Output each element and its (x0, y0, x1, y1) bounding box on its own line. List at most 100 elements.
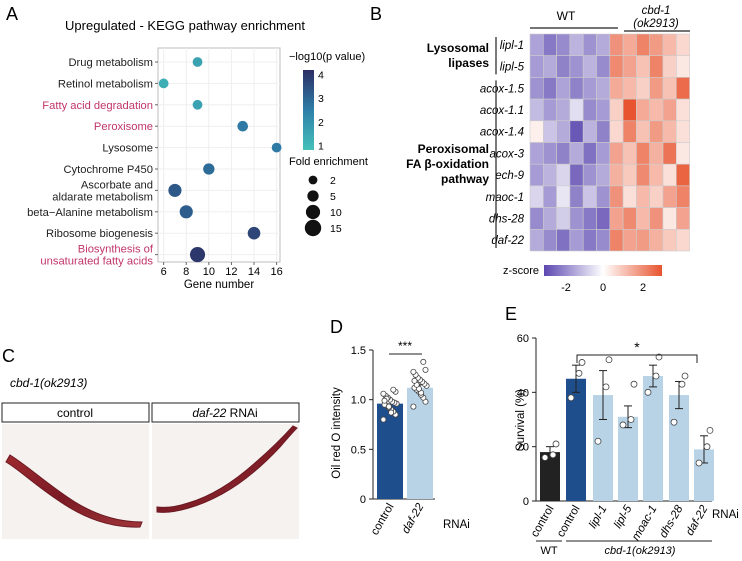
panel-a-category-label: Biosynthesis of (78, 244, 154, 256)
panel-e-point (602, 383, 610, 391)
image-label-rnai-gene: daf-22 (192, 406, 226, 420)
heatmap-cell (569, 207, 584, 230)
panel-b-heatmap: WT cbd-1 (ok2913) lipl-1 lipl-5 acox-1.5 ac… (406, 5, 690, 294)
heatmap-group-mutant-line2: (ok2913) (633, 18, 679, 30)
panel-e-xlabel: control (529, 504, 557, 540)
heatmap-row-group-label: pathway (441, 172, 489, 186)
panel-e-significance: * (634, 339, 640, 355)
zscore-tick-2: 2 (640, 282, 646, 294)
worm-image-rnai (152, 424, 299, 539)
heatmap-cell (529, 142, 544, 165)
heatmap-cell (542, 98, 557, 122)
heatmap-cell (675, 163, 690, 187)
heatmap-cell (636, 55, 651, 78)
heatmap-cell (675, 98, 690, 122)
panel-e-point (706, 426, 714, 434)
image-label-box-rnai (151, 402, 300, 423)
panel-e-point (655, 353, 663, 361)
panel-e-group-wt: WT (540, 545, 557, 557)
panel-e-xlabel: daf-22 (684, 503, 711, 538)
panel-e-xlabel: dhs-28 (658, 503, 686, 540)
heatmap-cell (675, 55, 690, 78)
worm-rnai-body (156, 425, 298, 513)
heatmap-cell (569, 55, 584, 78)
color-legend-tick: 1 (318, 140, 324, 152)
heatmap-cell (542, 33, 557, 57)
heatmap-cell (622, 229, 637, 252)
heatmap-cell (582, 185, 597, 208)
heatmap-cell (529, 98, 544, 122)
panel-e-xlabel: lipl-5 (612, 503, 635, 531)
heatmap-cell (596, 229, 611, 252)
heatmap-cell (649, 207, 664, 230)
heatmap-cell (649, 185, 664, 208)
panel-e-xlabel: lipl-1 (587, 504, 610, 531)
panel-e-point (695, 459, 703, 467)
heatmap-cell (675, 120, 690, 143)
heatmap-cell (622, 185, 637, 208)
heatmap-row-label: maoc-1 (486, 192, 524, 204)
panel-e-point (594, 437, 602, 445)
panel-a-title: Upregulated - KEGG pathway enrichment (65, 18, 305, 33)
heatmap-cell (649, 77, 664, 100)
panel-a-category-label: unsaturated fatty acids (40, 256, 153, 268)
panel-e-bar (593, 395, 613, 501)
heatmap-cell (675, 142, 690, 165)
panel-e-bar (540, 452, 560, 501)
image-label-rnai-suffix: RNAi (226, 406, 257, 420)
panel-a-dot (158, 78, 169, 89)
heatmap-cell (556, 229, 571, 252)
panel-label-d: D (330, 317, 343, 337)
heatmap-cell (609, 207, 624, 230)
heatmap-row-label: acox-1.4 (480, 127, 524, 139)
heatmap-cell (556, 185, 571, 208)
heatmap-cell (636, 163, 651, 187)
heatmap-cell (596, 207, 611, 230)
heatmap-cell (556, 163, 571, 187)
color-legend-bar (303, 70, 314, 150)
heatmap-cell (569, 77, 584, 100)
heatmap-cell (569, 120, 584, 143)
panel-c-strain: cbd-1(ok2913) (10, 376, 87, 390)
heatmap-row-group-label: Peroxisomal (418, 142, 489, 156)
panel-a-category-label: Cytochrome P450 (63, 164, 153, 176)
heatmap-cell (609, 55, 624, 78)
heatmap-cell (662, 98, 677, 122)
panel-a-category-label: Drug metabolism (68, 57, 153, 69)
heatmap-cell (542, 229, 557, 252)
heatmap-row-label: lipl-5 (500, 62, 525, 74)
panel-e-point (703, 443, 711, 451)
heatmap-cell (622, 33, 637, 57)
heatmap-cell (529, 163, 544, 187)
heatmap-cell (542, 120, 557, 143)
panel-d-point (422, 366, 429, 373)
panel-e-point (605, 356, 613, 364)
heatmap-cell (662, 120, 677, 143)
heatmap-cell (609, 120, 624, 143)
heatmap-cell (649, 142, 664, 165)
image-label-control: control (57, 406, 93, 420)
heatmap-cell (662, 55, 677, 78)
panel-a-dot (247, 226, 261, 240)
panel-d-ytick-label: 0.5 (351, 444, 366, 456)
panel-d-point (380, 390, 387, 397)
heatmap-cell (556, 120, 571, 143)
panel-d-rnai-label: RNAi (443, 519, 470, 531)
panel-a-dot (203, 163, 215, 175)
heatmap-cell (649, 55, 664, 78)
heatmap-cell (622, 77, 637, 100)
heatmap-cell (636, 98, 651, 122)
heatmap-cell (675, 229, 690, 252)
zscore-tick-neg2: -2 (561, 282, 571, 294)
heatmap-cell (662, 163, 677, 187)
heatmap-cell (649, 33, 664, 57)
heatmap-cell (636, 142, 651, 165)
panel-d-point (410, 368, 417, 375)
heatmap-cell (609, 77, 624, 100)
panel-d-bar (407, 387, 433, 499)
panel-a-xtick-label: 16 (270, 266, 282, 278)
heatmap-row-label: lipl-1 (500, 40, 524, 52)
panel-a-dot (189, 247, 206, 263)
